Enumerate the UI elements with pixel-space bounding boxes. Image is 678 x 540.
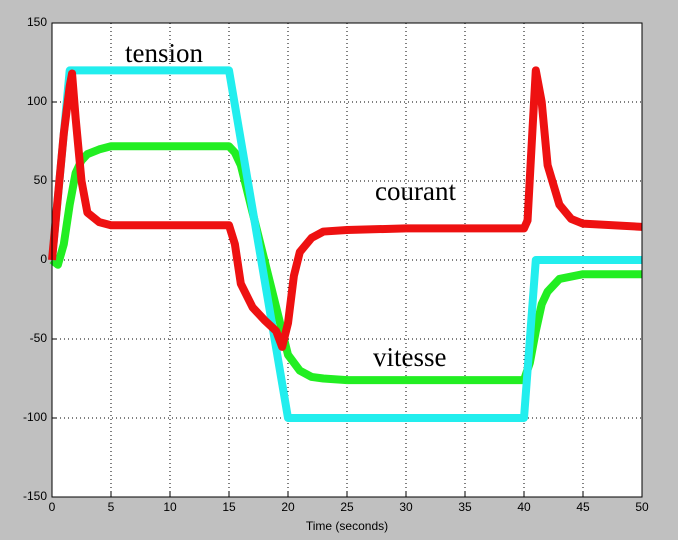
x-tick-label: 0 — [49, 500, 56, 514]
y-tick-label: -100 — [23, 410, 47, 424]
annotation: courant — [375, 176, 456, 206]
x-tick-label: 45 — [576, 500, 590, 514]
x-tick-label: 25 — [340, 500, 354, 514]
x-tick-label: 15 — [222, 500, 236, 514]
x-tick-label: 30 — [399, 500, 413, 514]
x-tick-label: 50 — [635, 500, 649, 514]
y-tick-label: -50 — [30, 331, 48, 345]
y-tick-label: 0 — [40, 252, 47, 266]
axes-box — [51, 22, 643, 498]
x-tick-label: 5 — [108, 500, 115, 514]
x-tick-label: 20 — [281, 500, 295, 514]
y-tick-label: 100 — [27, 94, 47, 108]
x-axis-label: Time (seconds) — [306, 519, 388, 533]
y-tick-label: -150 — [23, 489, 47, 503]
y-tick-label: 150 — [27, 15, 47, 29]
annotation: vitesse — [373, 342, 447, 372]
x-tick-label: 35 — [458, 500, 472, 514]
y-tick-label: 50 — [34, 173, 48, 187]
x-tick-label: 10 — [163, 500, 177, 514]
annotation: tension — [125, 38, 203, 68]
series-line — [48, 66, 643, 351]
x-tick-label: 40 — [517, 500, 531, 514]
